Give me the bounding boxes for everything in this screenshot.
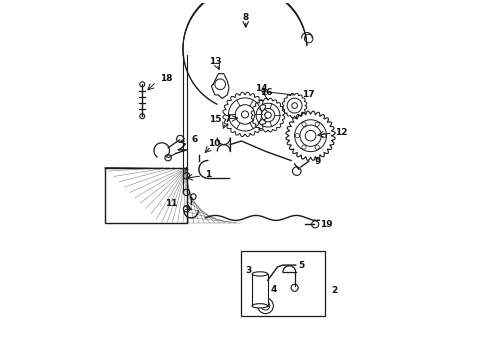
Text: 15: 15 xyxy=(209,115,222,124)
Text: 11: 11 xyxy=(165,198,178,207)
Text: 10: 10 xyxy=(208,139,220,148)
Text: 4: 4 xyxy=(270,285,277,294)
Bar xyxy=(105,168,187,222)
Text: 6: 6 xyxy=(191,135,197,144)
Text: 16: 16 xyxy=(260,87,272,96)
Text: 18: 18 xyxy=(160,75,172,84)
Bar xyxy=(252,274,268,306)
Text: 12: 12 xyxy=(335,128,348,137)
Text: 2: 2 xyxy=(331,286,338,295)
Ellipse shape xyxy=(252,304,268,308)
Text: 17: 17 xyxy=(302,90,315,99)
Bar xyxy=(242,251,325,316)
Text: 9: 9 xyxy=(314,157,320,166)
Text: 13: 13 xyxy=(209,57,221,66)
Text: 7: 7 xyxy=(224,114,230,123)
Text: 3: 3 xyxy=(245,266,252,275)
Text: 19: 19 xyxy=(320,220,333,229)
Text: 1: 1 xyxy=(205,170,211,179)
Text: 8: 8 xyxy=(243,13,249,22)
Text: 5: 5 xyxy=(298,261,304,270)
Circle shape xyxy=(242,111,248,118)
Ellipse shape xyxy=(252,272,268,276)
Circle shape xyxy=(265,112,271,118)
Text: 14: 14 xyxy=(255,84,267,93)
